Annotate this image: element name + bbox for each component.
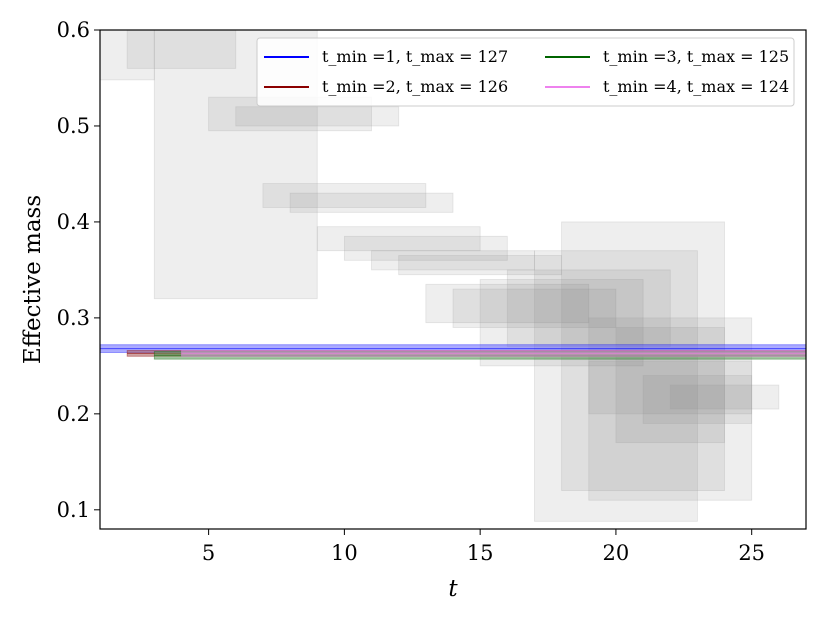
legend-box [256, 37, 795, 107]
gray-band-9 [371, 250, 535, 271]
x-tick-label: 15 [467, 541, 494, 565]
gray-band-4 [235, 106, 400, 127]
gray-band-11 [425, 283, 590, 324]
y-tick-label: 0.1 [57, 498, 90, 522]
y-axis-label: Effective mass [20, 195, 46, 364]
x-tick-label: 5 [202, 541, 215, 565]
legend-label-4: t_min =4, t_max = 124 [603, 77, 789, 96]
gray-band-18 [588, 360, 753, 501]
legend-label-3: t_min =3, t_max = 125 [603, 47, 789, 66]
plot-frame [99, 29, 807, 530]
legend: t_min =1, t_max = 127 t_min =2, t_max = 1… [256, 37, 795, 107]
gray-band-5 [262, 183, 427, 208]
y-tick-label: 0.4 [57, 210, 90, 234]
gray-band-14 [506, 269, 671, 348]
legend-label-2: t_min =2, t_max = 126 [322, 77, 508, 96]
legend-label-1: t_min =1, t_max = 127 [322, 47, 508, 66]
x-tick-label: 25 [738, 541, 765, 565]
gray-band-17 [588, 317, 753, 415]
gray-band-10 [398, 255, 563, 276]
gray-band-21 [669, 384, 780, 410]
gray-band-0 [100, 30, 155, 81]
x-axis-ticks: 5 10 15 20 25 [202, 529, 765, 565]
y-axis-ticks: 0.1 0.2 0.3 0.4 0.5 0.6 [57, 18, 100, 522]
y-tick-label: 0.3 [57, 306, 90, 330]
gray-band-8 [343, 235, 508, 261]
x-axis-label: t [448, 576, 458, 602]
y-tick-label: 0.5 [57, 114, 90, 138]
gray-band-20 [642, 375, 753, 424]
gray-band-6 [289, 192, 454, 213]
x-tick-label: 10 [331, 541, 358, 565]
gray-band-12 [452, 288, 617, 328]
fit-bands-group [100, 344, 806, 360]
y-tick-label: 0.2 [57, 402, 90, 426]
x-tick-label: 20 [603, 541, 630, 565]
gray-band-1 [126, 30, 237, 69]
gray-band-7 [316, 226, 481, 252]
gray-band-15 [534, 250, 698, 522]
y-tick-label: 0.6 [57, 18, 90, 42]
